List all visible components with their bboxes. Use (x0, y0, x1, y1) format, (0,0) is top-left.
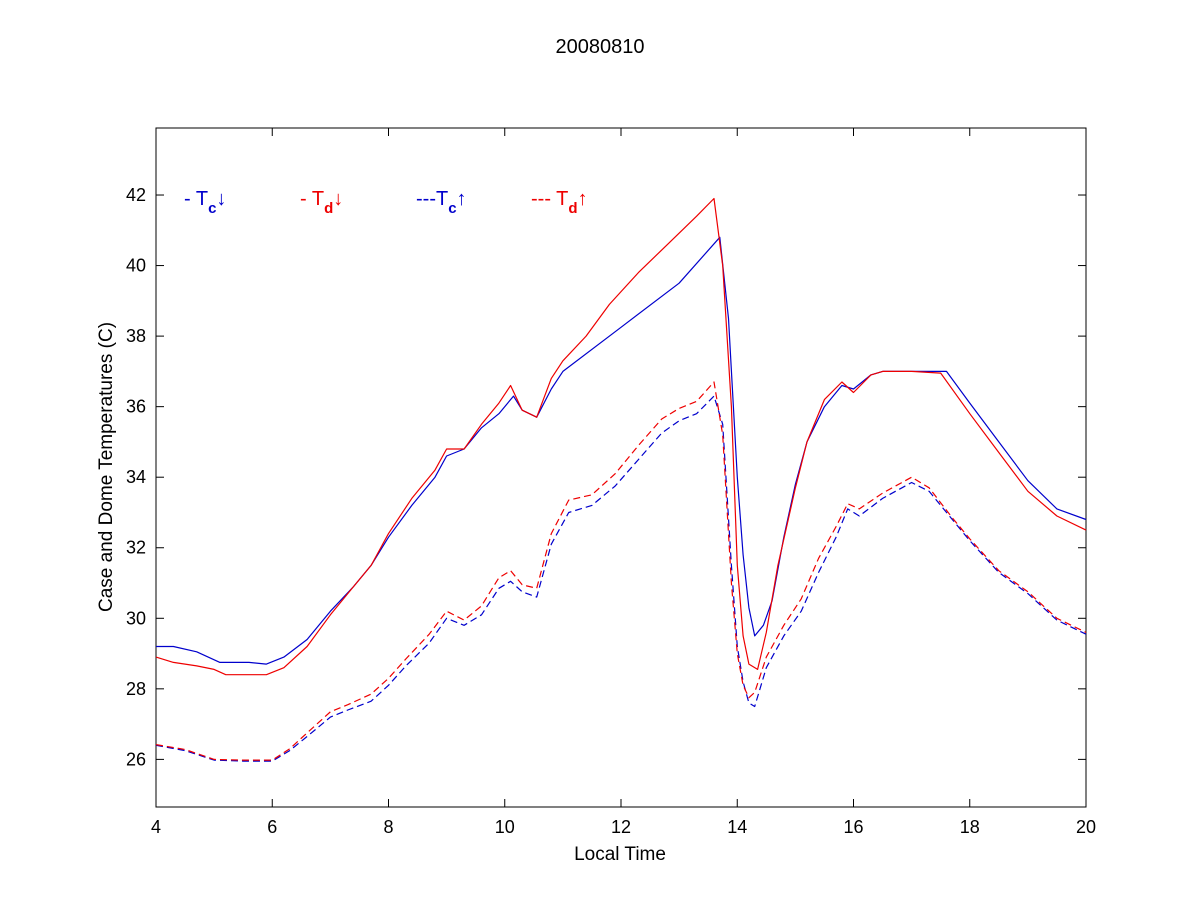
x-tick-label: 4 (151, 817, 161, 837)
x-tick-label: 8 (383, 817, 393, 837)
y-tick-label: 40 (126, 256, 146, 276)
series-line-4 (155, 381, 1087, 761)
legend-entry-1: - Tc↓ (184, 188, 226, 217)
y-tick-label: 38 (126, 326, 146, 346)
legend: - Tc↓ - Td↓ ---Tc↑ --- Td↑ (184, 188, 588, 217)
series-line-3 (155, 395, 1087, 762)
legend-arrow-icon: ↑ (578, 188, 588, 210)
series-line-2 (155, 197, 1087, 676)
legend-prefix: - T (184, 188, 208, 210)
x-tick-label: 16 (843, 817, 863, 837)
legend-entry-2: - Td↓ (300, 188, 343, 217)
y-tick-label: 26 (126, 749, 146, 769)
y-axis: 26 28 30 32 34 36 38 40 42 (126, 185, 1086, 769)
legend-prefix: - T (300, 188, 324, 210)
y-tick-label: 34 (126, 467, 146, 487)
y-tick-label: 32 (126, 538, 146, 558)
legend-arrow-icon: ↑ (457, 188, 467, 210)
y-tick-label: 30 (126, 608, 146, 628)
x-tick-label: 20 (1076, 817, 1096, 837)
x-tick-label: 10 (495, 817, 515, 837)
series-layer (155, 197, 1087, 762)
x-tick-label: 6 (267, 817, 277, 837)
x-tick-label: 18 (960, 817, 980, 837)
legend-subscript: d (568, 200, 577, 217)
legend-prefix: --- T (531, 188, 568, 210)
x-axis: 4 6 8 10 12 14 16 18 20 (151, 128, 1096, 837)
legend-arrow-icon: ↓ (333, 188, 343, 210)
y-tick-label: 28 (126, 679, 146, 699)
legend-subscript: c (208, 200, 216, 217)
legend-entry-4: --- Td↑ (531, 188, 588, 217)
x-tick-label: 14 (727, 817, 747, 837)
y-tick-label: 42 (126, 185, 146, 205)
legend-arrow-icon: ↓ (216, 188, 226, 210)
x-tick-label: 12 (611, 817, 631, 837)
y-tick-label: 36 (126, 397, 146, 417)
x-axis-title: Local Time (574, 844, 666, 865)
y-axis-title: Case and Dome Temperatures (C) (96, 322, 117, 612)
legend-subscript: c (448, 200, 456, 217)
chart-title: 20080810 (556, 36, 645, 58)
legend-entry-3: ---Tc↑ (416, 188, 467, 217)
legend-subscript: d (324, 200, 333, 217)
legend-prefix: ---T (416, 188, 448, 210)
